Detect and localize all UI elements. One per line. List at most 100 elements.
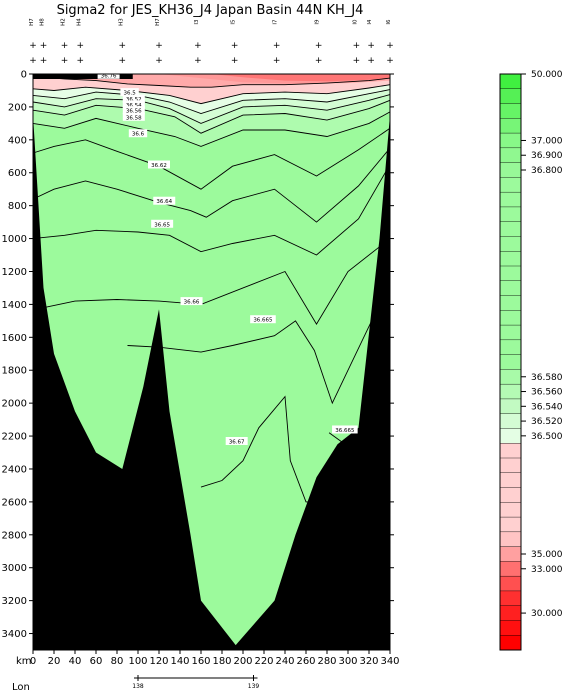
colorbar-band [499, 103, 522, 119]
station-label: H4 [76, 18, 82, 26]
contour-line [32, 127, 391, 190]
colorbar-label: 50.000 [531, 70, 563, 80]
station-marker: + [118, 56, 126, 66]
colorbar-frame [499, 73, 522, 651]
colorbar-band [499, 457, 522, 474]
colorbar-band [499, 339, 522, 356]
colorbar-band [499, 487, 522, 503]
y-tick-label: 3000 [2, 563, 27, 574]
colorbar-label: 37.000 [531, 136, 563, 146]
lon-axis-label: Lon [12, 682, 30, 693]
y-tick-label: 1600 [2, 333, 27, 344]
contour-label-bg [122, 106, 145, 115]
contour-label: 36.52 [126, 97, 142, 103]
station-marker: + [29, 41, 37, 51]
station-marker: + [353, 41, 361, 51]
contour-label-bg [225, 436, 248, 445]
bathymetry-bottom [33, 115, 390, 651]
contour-label-bg [332, 425, 358, 434]
colorbar-band [499, 191, 522, 208]
station-marker: + [231, 56, 239, 66]
station-marker: + [315, 41, 323, 51]
colorbar-label: 36.500 [531, 432, 563, 442]
colorbar-label: 36.900 [531, 151, 563, 161]
x-tick-label: 320 [359, 656, 378, 667]
x-tick-label: 240 [275, 656, 294, 667]
lon-tick-label: 139 [248, 683, 260, 690]
station-marker: + [40, 56, 48, 66]
colorbar-label: 36.540 [531, 402, 563, 412]
y-tick-label: 600 [8, 168, 27, 179]
station-label: I4 [367, 19, 373, 25]
colorbar-band [499, 383, 522, 400]
station-marker: + [61, 41, 69, 51]
colorbar-band [499, 590, 522, 607]
station-label: I0 [352, 19, 358, 25]
station-marker: + [273, 41, 281, 51]
contour-label: 36.58 [126, 115, 142, 121]
station-label: I9 [315, 19, 321, 25]
colorbar-label: 33.000 [531, 565, 563, 575]
contour-label-bg [151, 219, 174, 228]
axes-layer: 0200400600800100012001400160018002000220… [2, 70, 400, 694]
contour-label-bg [120, 88, 139, 97]
colorbar-band [499, 206, 522, 223]
colorbar-band [499, 516, 522, 533]
colorbar-band [499, 162, 522, 178]
y-tick-label: 2000 [2, 399, 27, 410]
y-tick-label: 2400 [2, 464, 27, 475]
station-marker: + [194, 41, 202, 51]
contour-label: 36.665 [253, 318, 273, 324]
contour-layer [32, 76, 391, 503]
station-marker: + [155, 56, 163, 66]
contour-label: 36.56 [126, 109, 142, 115]
x-tick-label: 140 [170, 656, 189, 667]
station-marker: + [40, 41, 48, 51]
contour-line [32, 99, 391, 134]
colorbar-band [499, 398, 522, 415]
station-label: H7 [155, 18, 161, 26]
bathymetry-layer [33, 74, 390, 651]
station-label: H3 [118, 18, 124, 26]
colorbar-label: 36.520 [531, 417, 563, 427]
contour-label: 36.64 [156, 199, 172, 205]
colorbar-band [499, 605, 522, 621]
colorbar-band [499, 546, 522, 562]
colorbar-band [499, 118, 522, 134]
station-marker: + [353, 56, 361, 66]
colorbar-band [499, 472, 522, 489]
colorbar-label: 36.580 [531, 373, 563, 383]
x-tick-label: 280 [317, 656, 336, 667]
station-marker: + [315, 56, 323, 66]
colorbar-label: 35.000 [531, 550, 563, 560]
colorbar-band [499, 132, 522, 149]
y-tick-label: 1800 [2, 366, 27, 377]
contour-line [43, 246, 380, 325]
colorbar-band [499, 177, 522, 193]
x-tick-label: 0 [30, 656, 36, 667]
colorbar-band [499, 369, 522, 385]
contour-label-bg [148, 160, 170, 169]
contour-label-bg [250, 315, 276, 324]
station-marker: + [367, 56, 375, 66]
contour-line [32, 94, 391, 124]
colorbar-label: 36.560 [531, 388, 563, 398]
contour-label: 36.76 [101, 73, 117, 79]
colorbar-band [499, 635, 522, 651]
x-tick-label: 180 [212, 656, 231, 667]
contour-line [43, 76, 391, 88]
station-label: H7 [29, 18, 35, 26]
station-marker: + [76, 56, 84, 66]
station-marker: + [367, 41, 375, 51]
colorbar-band [499, 428, 522, 444]
y-tick-label: 0 [21, 70, 27, 81]
contour-label: 36.54 [126, 103, 142, 109]
colorbar-band [499, 73, 522, 90]
station-marker: + [118, 41, 126, 51]
colorbar-band [499, 147, 522, 164]
y-tick-label: 3400 [2, 629, 27, 640]
colorbar-band [499, 531, 522, 548]
contour-label-bg [180, 297, 203, 306]
contour-label: 36.665 [335, 428, 355, 434]
chart-title: Sigma2 for JES_KH36_J4 Japan Basin 44N K… [56, 3, 364, 18]
